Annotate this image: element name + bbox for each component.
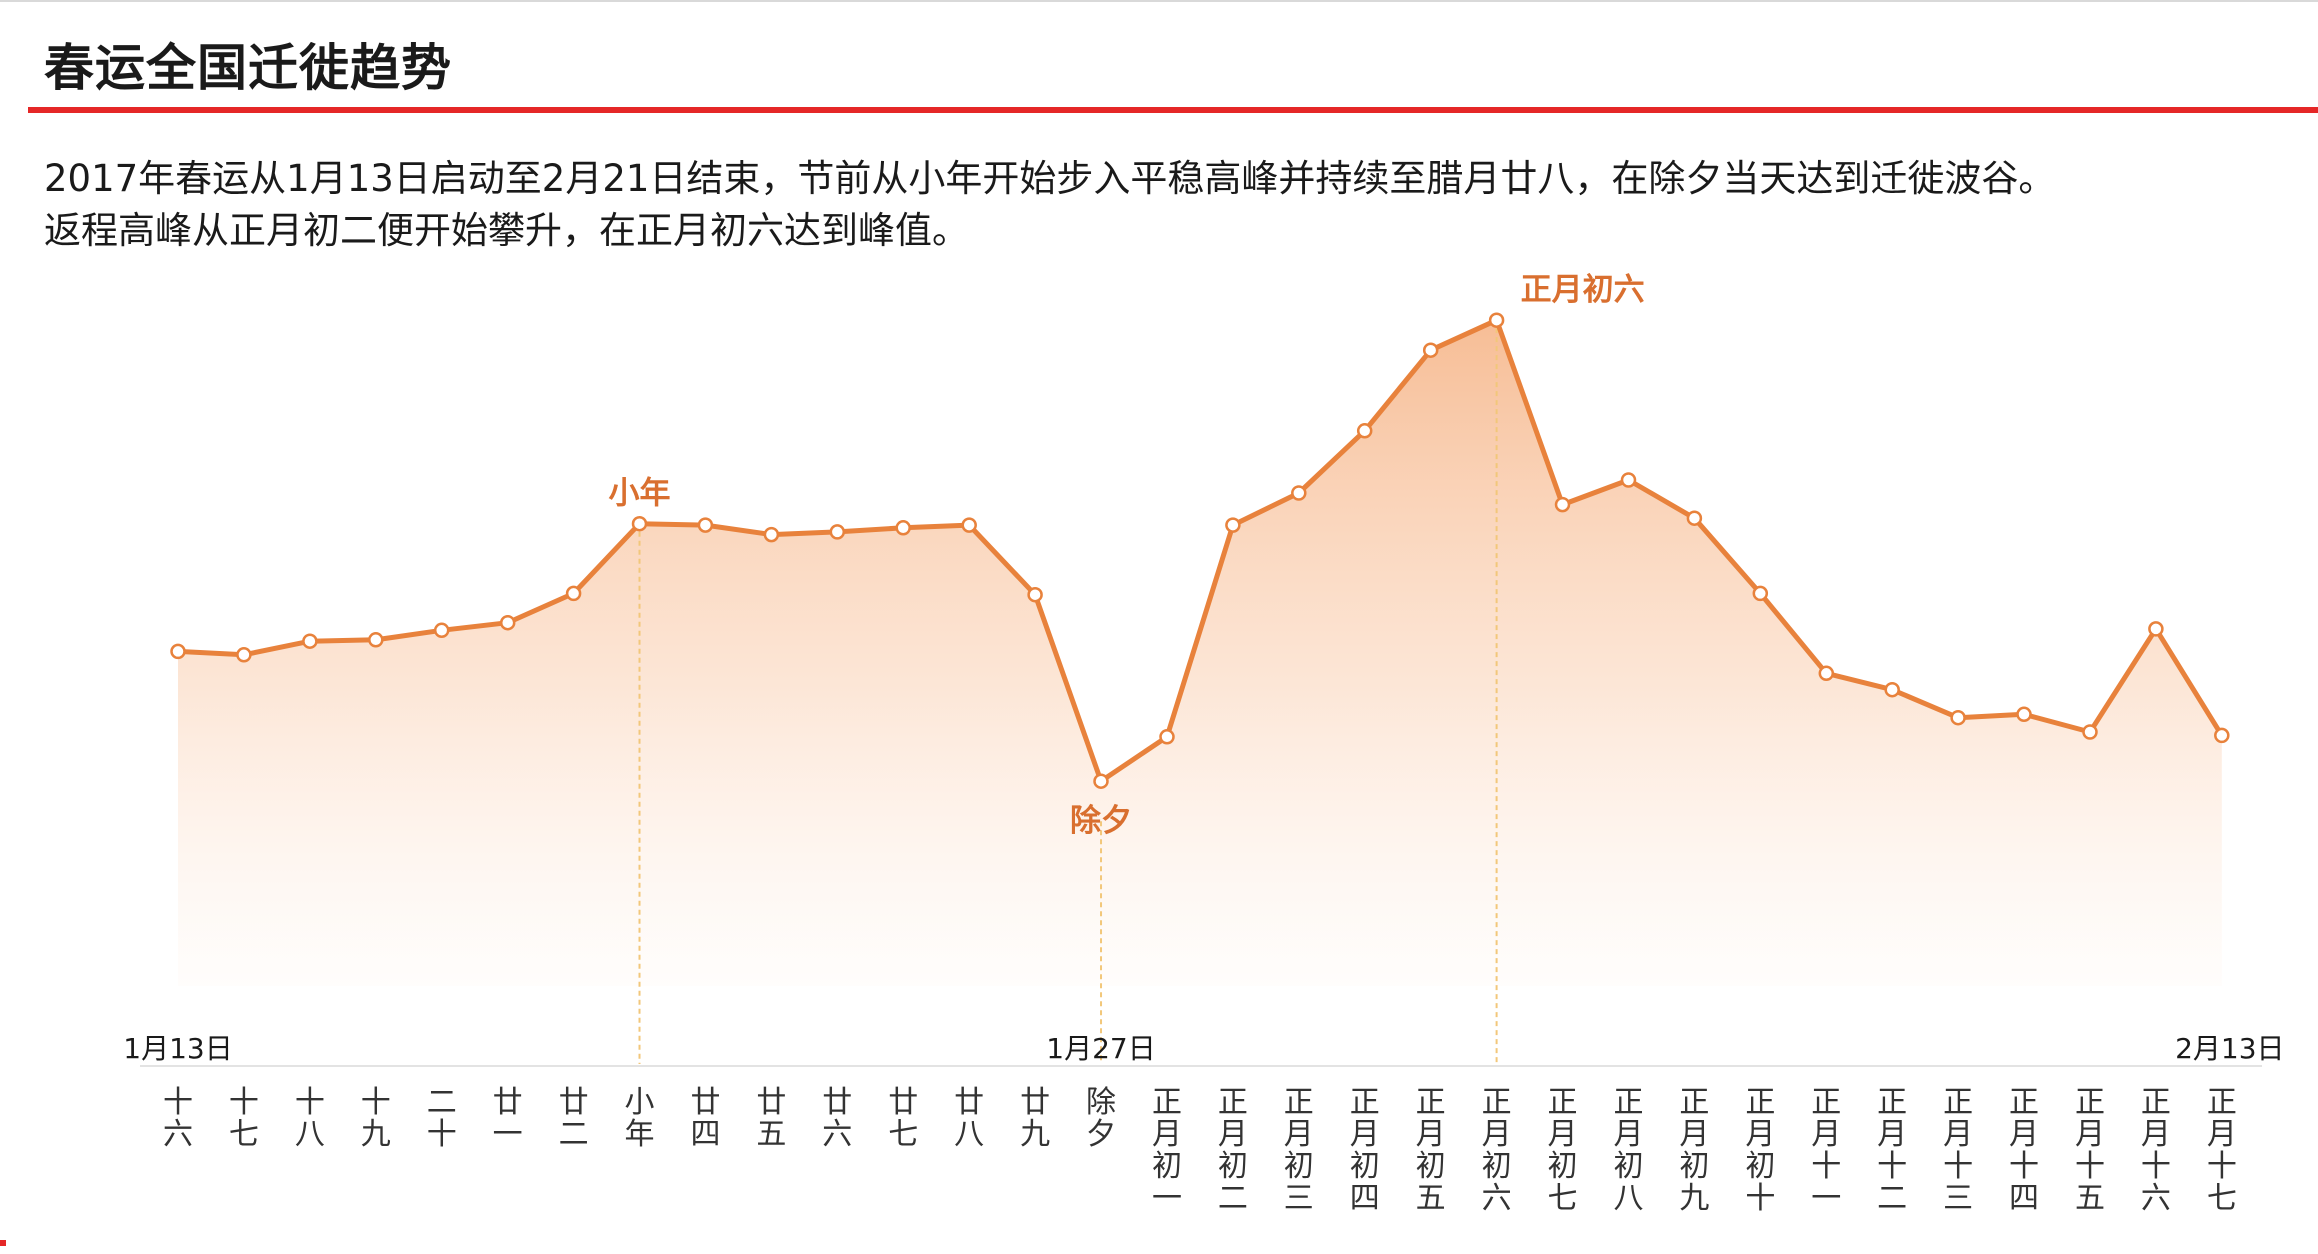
- data-point[interactable]: [170, 643, 186, 660]
- data-point[interactable]: [1686, 510, 1703, 526]
- data-point[interactable]: [1225, 517, 1241, 533]
- date-marker-label: 2月13日: [2175, 1032, 2284, 1065]
- category-tick-label: 正月十二: [1877, 1085, 1907, 1216]
- data-point[interactable]: [1093, 773, 1109, 789]
- category-tick-label: 正月初十: [1745, 1085, 1775, 1216]
- data-point[interactable]: [1488, 312, 1505, 328]
- category-tick-label: 正月初九: [1679, 1085, 1709, 1216]
- category-tick-label: 正月初六: [1482, 1085, 1512, 1216]
- category-tick-label: 廿五: [756, 1085, 786, 1152]
- annotation-label: 除夕: [1070, 803, 1132, 839]
- data-point[interactable]: [1027, 586, 1043, 603]
- category-tick-label: 十八: [295, 1085, 325, 1152]
- category-tick-label: 十九: [361, 1085, 391, 1152]
- category-tick-label: 正月初三: [1284, 1085, 1314, 1216]
- date-marker-label: 1月27日: [1046, 1032, 1155, 1065]
- data-point[interactable]: [1752, 585, 1769, 602]
- title-underline: [28, 107, 2318, 113]
- category-tick-label: 廿八: [954, 1085, 984, 1152]
- data-point[interactable]: [1554, 496, 1571, 513]
- category-tick-label: 正月初一: [1152, 1085, 1182, 1216]
- category-tick-label: 正月初二: [1218, 1085, 1248, 1216]
- category-tick-label: 廿一: [493, 1085, 523, 1152]
- category-tick-label: 正月初五: [1416, 1085, 1446, 1216]
- top-border: [0, 0, 2318, 2]
- category-tick-label: 正月初四: [1350, 1085, 1380, 1216]
- data-point[interactable]: [302, 633, 318, 649]
- category-tick-label: 除夕: [1086, 1085, 1116, 1152]
- data-point[interactable]: [829, 524, 846, 540]
- page-title: 春运全国迁徙趋势: [44, 39, 452, 97]
- date-marker-label: 1月13日: [123, 1032, 232, 1065]
- category-tick-label: 廿二: [559, 1085, 589, 1152]
- data-point[interactable]: [2082, 724, 2098, 740]
- category-tick-label: 正月十四: [2009, 1085, 2039, 1216]
- data-point[interactable]: [433, 622, 450, 639]
- corner-mark: [0, 1240, 6, 1246]
- category-tick-label: 十六: [163, 1085, 193, 1152]
- data-point[interactable]: [1159, 729, 1175, 745]
- data-point[interactable]: [631, 515, 648, 532]
- annotation-label: 小年: [609, 476, 671, 512]
- description-line-1: 2017年春运从1月13日启动至2月21日结束，节前从小年开始步入平稳高峰并持续…: [44, 157, 2056, 200]
- description-line-2: 返程高峰从正月初二便开始攀升，在正月初六达到峰值。: [44, 209, 969, 252]
- data-point[interactable]: [1818, 665, 1835, 682]
- category-tick-label: 廿七: [888, 1085, 918, 1152]
- annotation-label: 正月初六: [1521, 272, 1645, 308]
- category-tick-label: 正月十三: [1943, 1085, 1973, 1216]
- category-tick-label: 廿四: [690, 1085, 720, 1152]
- category-tick-label: 廿六: [822, 1085, 852, 1152]
- category-tick-label: 廿九: [1020, 1085, 1050, 1152]
- category-tick-label: 正月十七: [2207, 1085, 2237, 1216]
- data-point[interactable]: [1356, 423, 1373, 439]
- category-tick-label: 十七: [229, 1085, 259, 1152]
- category-tick-label: 正月初七: [1548, 1085, 1578, 1216]
- data-point[interactable]: [2016, 706, 2032, 723]
- data-point[interactable]: [1950, 709, 1966, 726]
- data-point[interactable]: [895, 520, 911, 536]
- data-point[interactable]: [1291, 485, 1307, 501]
- category-tick-label: 二十: [427, 1085, 457, 1152]
- data-point[interactable]: [1422, 342, 1439, 358]
- data-point[interactable]: [1884, 681, 1900, 698]
- data-point[interactable]: [763, 526, 780, 543]
- data-point[interactable]: [2214, 727, 2230, 744]
- data-point[interactable]: [961, 517, 977, 533]
- data-point[interactable]: [368, 632, 384, 648]
- data-point[interactable]: [565, 585, 582, 602]
- series-line: [175, 317, 2225, 784]
- category-tick-label: 正月十一: [1811, 1085, 1841, 1216]
- category-tick-label: 正月十六: [2141, 1085, 2171, 1216]
- category-tick-label: 正月初八: [1613, 1085, 1643, 1216]
- data-point[interactable]: [1620, 472, 1637, 488]
- category-tick-label: 小年: [625, 1085, 655, 1152]
- category-tick-label: 正月十五: [2075, 1085, 2105, 1216]
- data-point[interactable]: [236, 647, 252, 663]
- area-fill: [178, 320, 2222, 986]
- data-point[interactable]: [499, 614, 516, 631]
- data-point[interactable]: [2148, 621, 2164, 637]
- data-point[interactable]: [697, 517, 714, 533]
